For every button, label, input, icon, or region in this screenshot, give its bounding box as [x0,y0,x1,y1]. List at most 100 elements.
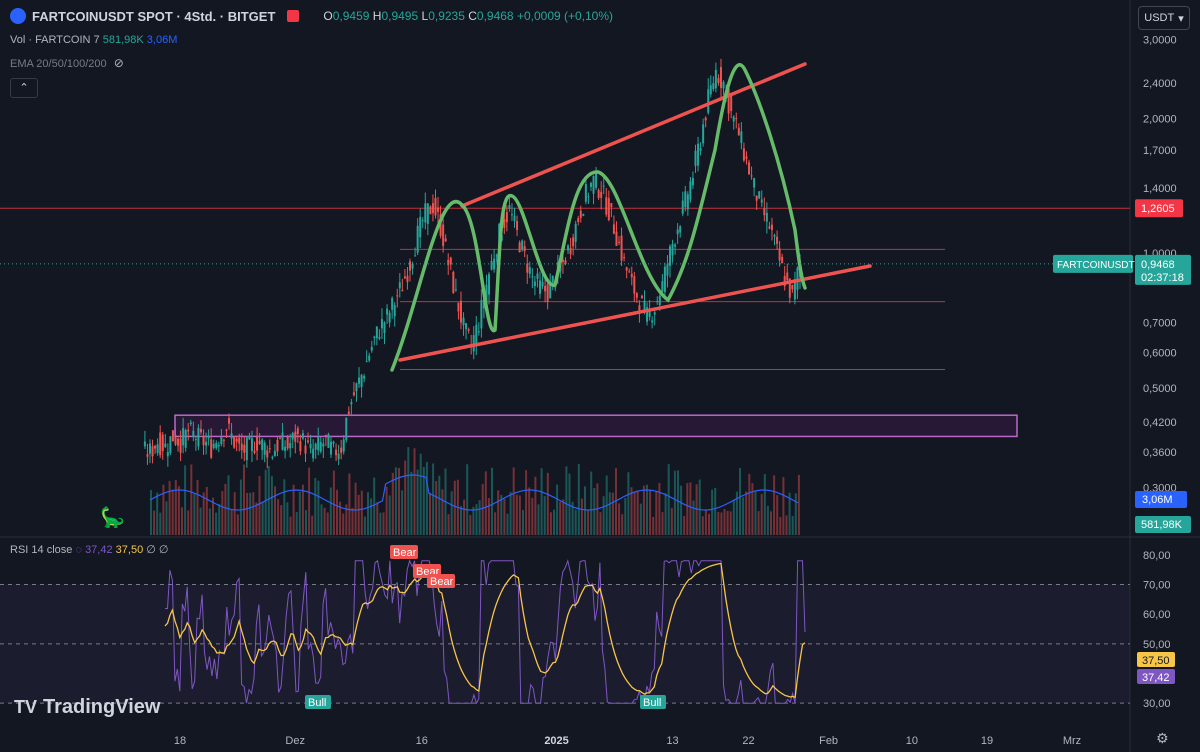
candle-body [309,443,312,449]
volume-bar [469,515,472,535]
volume-bar [518,495,521,535]
candle-body [342,439,345,452]
volume-bar [441,489,444,535]
rsi-legend[interactable]: RSI 14 close ◌ 37,42 37,50 ∅ ∅ [10,544,169,556]
volume-bar [432,463,435,535]
ema-legend[interactable]: EMA 20/50/100/200 ⊘ [10,56,124,70]
candle-body [638,305,641,314]
candle-body [669,246,671,266]
volume-bar [491,467,493,535]
volume-bar [565,466,568,535]
candle-body [156,444,159,454]
candle-body [429,206,432,215]
volume-bar [416,469,419,535]
volume-bar [339,501,342,535]
volume-bar [649,489,652,535]
volume-bar [711,489,714,535]
flag-icon[interactable] [287,10,300,22]
candle-body [388,312,391,323]
volume-bar [342,513,345,535]
candle-body [740,131,743,143]
price-tick-label: 0,4200 [1143,417,1177,429]
volume-bar [646,484,648,535]
candle-body [431,203,434,214]
candle-body [314,443,317,450]
eye-hidden-icon[interactable]: ⊘ [113,56,124,70]
candle-body [442,224,445,247]
candle-body [697,143,700,166]
volume-ma-text: 3,06M [1142,494,1173,506]
candle-body [164,443,167,447]
rsi-settings-icon[interactable]: ◌ [75,544,82,556]
candle-body [533,281,536,287]
candle-body [166,451,169,457]
candle-body [256,436,259,451]
volume-bar [394,467,397,535]
candle-body [633,276,636,294]
volume-bar [732,499,735,535]
volume-bar [602,496,605,535]
rsi-ma-tag-text: 37,50 [1142,655,1170,667]
collapse-legend-button[interactable]: ⌃ [10,78,38,98]
volume-bar [708,513,710,535]
candle-body [284,446,287,451]
last-price-text: 0,9468 [1141,259,1175,271]
candle-body [189,422,192,425]
candle-body [151,446,154,457]
candle-body [717,78,720,84]
candle-body [656,301,659,303]
symbol-title[interactable]: FARTCOINUSDT SPOT · 4Std. · BITGET [32,8,276,24]
volume-bar [239,479,242,535]
volume-bar [289,516,292,535]
candle-body [386,308,389,315]
candle-body [439,214,442,236]
volume-bar [540,468,543,535]
time-tick-label: 16 [416,735,428,747]
candle-body [628,271,631,273]
volume-bar [677,470,679,535]
volume-bar [478,500,481,535]
candle-body [437,207,440,212]
price-tick-label: 2,0000 [1143,113,1177,125]
candle-body [352,392,355,396]
gear-icon[interactable]: ⚙ [1156,730,1169,746]
volume-bar [171,489,174,535]
volume-bar [184,465,187,535]
candle-body [661,281,664,292]
tradingview-logo[interactable]: TV TradingView [14,696,161,718]
candle-body [307,440,310,443]
volume-bar [531,498,534,535]
candle-body [154,445,157,449]
volume-bar [720,512,723,535]
candle-body [584,183,587,202]
dinosaur-icon: 🦕 [100,507,125,529]
candle-body [783,275,786,287]
time-tick-label: Feb [819,735,838,747]
volume-bar [376,502,379,535]
candle-body [363,376,366,379]
volume-bar [332,470,335,535]
volume-bar [633,491,636,535]
candle-body [561,259,564,262]
pattern-wave-line [390,63,807,372]
volume-bar [388,495,391,535]
currency-select[interactable]: USDT ▾ [1138,6,1190,30]
candle-body [516,221,519,231]
volume-bar [363,516,366,535]
volume-legend[interactable]: Vol · FARTCOIN 7 581,98K 3,06M [10,34,178,46]
volume-bar [202,492,205,535]
candle-body [286,436,289,449]
volume-bar [382,512,385,535]
rsi-ma-line [164,562,806,699]
volume-bar [311,515,314,535]
price-tick-label: 0,7000 [1143,318,1177,330]
volume-bar [788,492,791,535]
volume-bar [354,482,357,535]
candle-body [159,432,162,456]
candle-body [760,199,763,203]
volume-bar [726,510,729,535]
volume-bar [404,460,407,535]
volume-bar [221,491,224,535]
volume-bar [181,507,183,535]
